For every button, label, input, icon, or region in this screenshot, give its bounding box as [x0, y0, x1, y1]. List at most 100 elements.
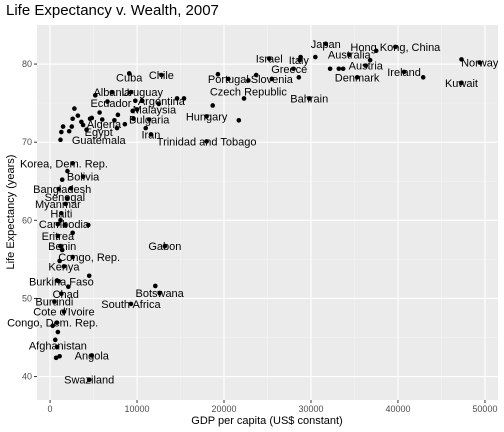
point-labels: Norway Kuwait Hong Kong, China Ireland Japan…: [7, 39, 498, 387]
data-point: [59, 247, 65, 253]
point-label: Eritrea: [42, 231, 75, 243]
data-point: [70, 230, 75, 236]
data-point: [401, 69, 407, 75]
point-label: Italy: [289, 55, 310, 67]
point-label: Chile: [149, 70, 174, 82]
data-point: [92, 93, 98, 98]
data-point: [336, 66, 342, 72]
point-label: Portugal: [208, 74, 249, 86]
data-point: [55, 221, 61, 227]
data-point: [65, 168, 70, 174]
point-label: Ecuador: [90, 98, 131, 110]
x-tick-label: 30000: [298, 404, 323, 414]
data-point: [55, 233, 61, 239]
point-label: Denmark: [335, 72, 380, 84]
data-point: [477, 60, 483, 65]
point-label: Hungary: [186, 111, 228, 123]
data-points: [50, 41, 483, 382]
data-point: [131, 116, 136, 122]
point-label: Bulgaria: [129, 115, 170, 127]
data-point: [420, 75, 426, 80]
point-label: Iran: [141, 129, 160, 141]
point-label: Ireland: [387, 67, 421, 79]
data-point: [58, 218, 63, 223]
y-tick-label: 70: [22, 137, 32, 147]
data-point: [97, 110, 102, 115]
point-label: Czech Republic: [210, 86, 288, 98]
x-tick-label: 10000: [125, 404, 150, 414]
point-label: Afghanistan: [29, 340, 87, 352]
data-point: [86, 222, 91, 228]
point-label: Senegal: [45, 192, 85, 204]
data-point: [56, 278, 62, 284]
data-point: [109, 89, 115, 95]
data-point: [115, 112, 121, 118]
point-label: Myanmar: [35, 199, 81, 211]
data-point: [50, 323, 55, 329]
data-point: [86, 273, 92, 279]
major-gridlines: [37, 25, 498, 400]
point-label: Swaziland: [64, 375, 114, 387]
point-label: Albania: [93, 87, 131, 99]
point-label: Hong Kong, China: [350, 42, 441, 54]
data-point: [70, 160, 75, 166]
data-point: [363, 63, 369, 68]
point-label: Burundi: [35, 297, 73, 309]
x-axis-ticks: 0 10000 20000 30000 40000 50000: [48, 400, 497, 414]
point-label: Congo, Dem. Rep.: [7, 318, 98, 330]
data-point: [52, 299, 57, 304]
data-point: [70, 254, 75, 260]
data-point: [62, 222, 68, 228]
point-label: Burkina Faso: [29, 276, 94, 288]
data-point: [152, 283, 158, 289]
data-point: [148, 132, 154, 137]
data-point: [58, 243, 63, 249]
data-point: [128, 89, 134, 95]
data-point: [89, 353, 95, 358]
point-label: Argentina: [138, 96, 186, 108]
data-point: [236, 118, 242, 123]
point-label: Haiti: [50, 208, 72, 220]
point-label: Bolivia: [67, 172, 100, 184]
data-point: [66, 284, 71, 290]
x-tick-label: 20000: [211, 404, 236, 414]
point-label: Kuwait: [445, 78, 478, 90]
y-axis-ticks: 40 50 60 70 80: [22, 59, 37, 382]
data-point: [112, 118, 117, 123]
x-tick-label: 50000: [472, 404, 497, 414]
data-point: [79, 119, 84, 125]
data-point: [346, 52, 352, 57]
data-point: [313, 54, 318, 60]
point-label: Austria: [349, 61, 384, 73]
data-point: [87, 116, 93, 122]
data-point: [134, 107, 140, 112]
point-label: Israel: [256, 54, 283, 66]
data-point: [253, 72, 259, 78]
data-point: [157, 290, 162, 296]
data-point: [61, 264, 67, 269]
data-point: [159, 72, 164, 78]
data-point: [69, 124, 75, 129]
point-label: Angola: [75, 350, 110, 362]
data-point: [66, 128, 72, 134]
data-point: [59, 129, 64, 135]
x-tick-label: 40000: [385, 404, 410, 414]
point-label: Slovenia: [251, 74, 294, 86]
data-point: [57, 353, 62, 359]
data-point: [58, 137, 63, 143]
data-point: [269, 76, 275, 82]
point-label: Bahrain: [290, 93, 328, 105]
data-point: [60, 124, 66, 129]
y-tick-label: 60: [22, 215, 32, 225]
data-point: [59, 177, 65, 182]
data-point: [367, 57, 373, 63]
data-point: [291, 66, 296, 72]
data-point: [70, 116, 75, 122]
point-label: Cambodia: [39, 219, 90, 231]
data-point: [68, 185, 74, 191]
point-label: Cote d'Ivoire: [33, 307, 94, 319]
data-point: [156, 101, 162, 107]
point-label: Australia: [328, 50, 372, 62]
data-point: [99, 117, 105, 122]
